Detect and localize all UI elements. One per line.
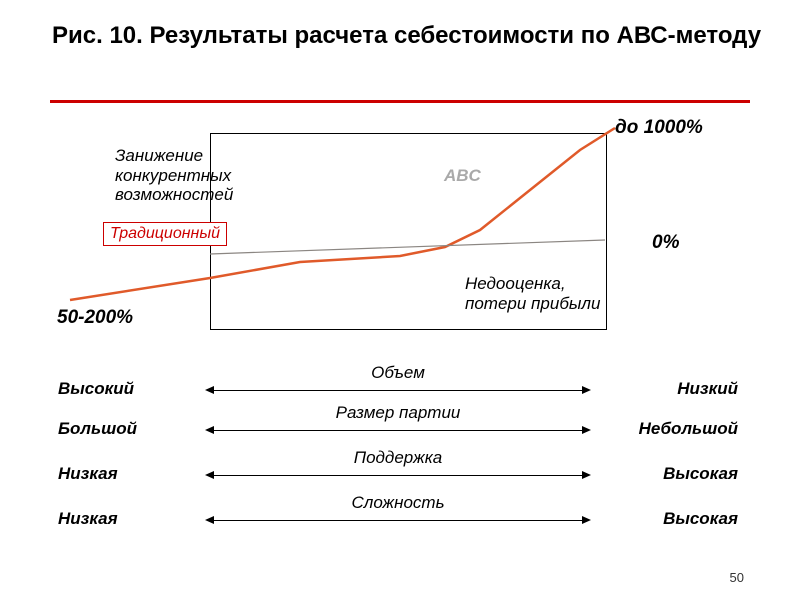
dim-left-label: Высокий [58, 379, 134, 399]
underestimate-label: Недооценка,потери прибыли [465, 274, 600, 313]
dim-right-label: Высокая [663, 464, 738, 484]
page-number: 50 [730, 570, 744, 585]
double-arrow-icon [213, 430, 583, 431]
double-arrow-icon [213, 390, 583, 391]
dimension-row: Большой Размер партии Небольшой [58, 405, 738, 439]
traditional-legend: Традиционный [103, 222, 227, 246]
dimension-row: Низкая Сложность Высокая [58, 495, 738, 529]
pct-top: до 1000% [615, 117, 703, 139]
dim-center-label: Поддержка [354, 448, 442, 468]
pct-mid: 0% [652, 232, 679, 254]
dim-left-label: Низкая [58, 509, 118, 529]
dim-center-label: Сложность [351, 493, 444, 513]
dim-center-label: Размер партии [336, 403, 461, 423]
dimension-row: Низкая Поддержка Высокая [58, 450, 738, 484]
dim-right-label: Низкий [677, 379, 738, 399]
dim-center-label: Объем [371, 363, 425, 383]
double-arrow-icon [213, 475, 583, 476]
title-underline [50, 100, 750, 103]
figure-title: Рис. 10. Результаты расчета себестоимост… [52, 22, 761, 51]
dimension-row: Высокий Объем Низкий [58, 365, 738, 399]
dim-left-label: Низкая [58, 464, 118, 484]
overestimate-label: Занижениеконкурентныхвозможностей [115, 146, 233, 205]
pct-bottom: 50-200% [57, 307, 133, 329]
dim-left-label: Большой [58, 419, 137, 439]
double-arrow-icon [213, 520, 583, 521]
abc-legend: ABC [444, 166, 481, 186]
dim-right-label: Высокая [663, 509, 738, 529]
dim-right-label: Небольшой [639, 419, 738, 439]
